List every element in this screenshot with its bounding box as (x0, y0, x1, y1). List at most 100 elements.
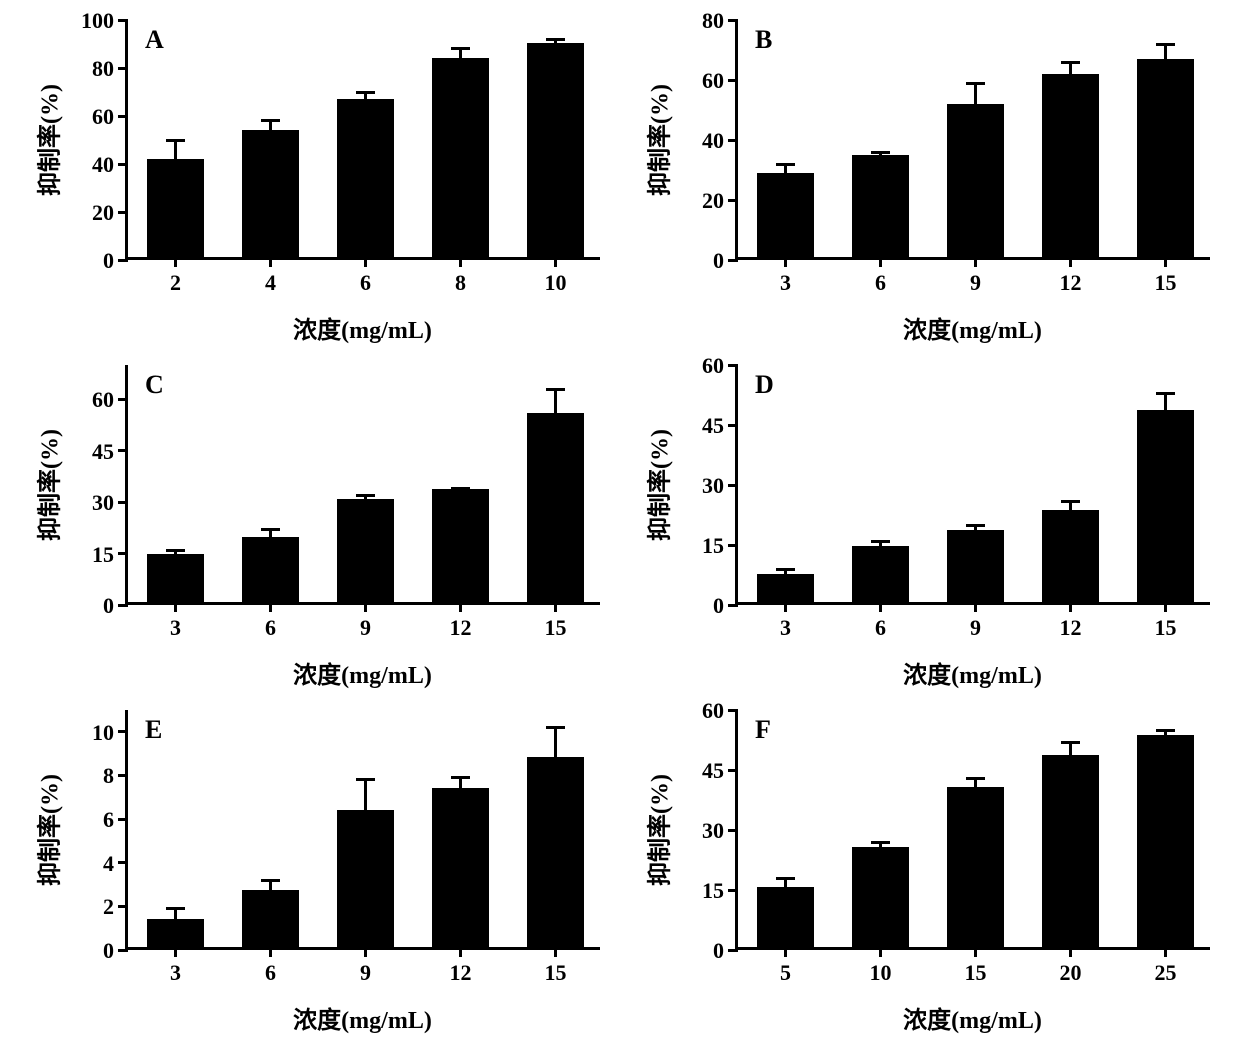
plot-area: 0153045603691215 (735, 365, 1210, 605)
bar (947, 787, 1004, 947)
x-tick-label: 9 (360, 615, 371, 641)
y-tick (118, 449, 128, 452)
bar (527, 757, 584, 947)
error-bar-stem (459, 49, 462, 61)
x-axis-label: 浓度(mg/mL) (903, 655, 1042, 690)
y-axis-label: 抑制率(%) (30, 774, 65, 886)
y-tick (728, 259, 738, 262)
y-tick (118, 905, 128, 908)
bar (147, 919, 204, 947)
x-tick (974, 947, 977, 957)
error-bar-cap (1156, 43, 1176, 46)
error-bar-stem (974, 778, 977, 790)
x-tick (554, 947, 557, 957)
x-tick (554, 602, 557, 612)
x-tick (784, 257, 787, 267)
error-bar-cap (261, 879, 281, 882)
error-bar-stem (174, 909, 177, 922)
bar (147, 159, 204, 257)
y-tick (118, 398, 128, 401)
x-tick (879, 947, 882, 957)
error-bar-cap (1156, 392, 1176, 395)
bar (527, 413, 584, 602)
x-tick-label: 15 (965, 960, 987, 986)
y-tick (118, 67, 128, 70)
x-axis-label: 浓度(mg/mL) (293, 1000, 432, 1035)
error-bar-cap (451, 776, 471, 779)
x-tick-label: 9 (970, 615, 981, 641)
x-tick (784, 602, 787, 612)
x-tick (1069, 257, 1072, 267)
error-bar-cap (776, 163, 796, 166)
error-bar-cap (451, 47, 471, 50)
y-tick (118, 163, 128, 166)
y-tick (728, 424, 738, 427)
x-tick (1069, 602, 1072, 612)
x-tick-label: 25 (1155, 960, 1177, 986)
error-bar-stem (1069, 62, 1072, 77)
error-bar-cap (166, 907, 186, 910)
bar (1042, 755, 1099, 947)
y-axis-label: 抑制率(%) (30, 84, 65, 196)
y-tick (118, 774, 128, 777)
error-bar-cap (871, 151, 891, 154)
x-tick (459, 257, 462, 267)
y-tick (728, 139, 738, 142)
x-tick-label: 6 (875, 615, 886, 641)
y-tick (118, 115, 128, 118)
x-tick (459, 947, 462, 957)
error-bar-stem (554, 389, 557, 416)
y-tick (728, 889, 738, 892)
x-tick-label: 6 (265, 615, 276, 641)
y-tick (728, 79, 738, 82)
error-bar-cap (261, 119, 281, 122)
x-tick (1164, 947, 1167, 957)
y-tick (728, 364, 738, 367)
error-bar-stem (364, 780, 367, 813)
error-bar-stem (269, 880, 272, 893)
bar (947, 530, 1004, 602)
x-tick (174, 602, 177, 612)
y-tick (118, 259, 128, 262)
y-tick (118, 501, 128, 504)
y-tick (728, 544, 738, 547)
bar (1042, 74, 1099, 257)
error-bar-stem (1164, 44, 1167, 62)
x-tick (459, 602, 462, 612)
x-tick (554, 257, 557, 267)
x-tick-label: 4 (265, 270, 276, 296)
x-tick (174, 947, 177, 957)
y-tick (728, 769, 738, 772)
x-tick (364, 602, 367, 612)
error-bar-stem (269, 121, 272, 133)
plot-area: 015304560510152025 (735, 710, 1210, 950)
panel-E: 02468103691215E抑制率(%)浓度(mg/mL) (20, 695, 610, 1030)
x-tick-label: 3 (780, 270, 791, 296)
x-tick (974, 257, 977, 267)
bar (757, 173, 814, 257)
x-axis-label: 浓度(mg/mL) (903, 310, 1042, 345)
bar (242, 130, 299, 257)
bar (757, 887, 814, 947)
bar (337, 810, 394, 947)
x-tick-label: 12 (1060, 270, 1082, 296)
error-bar-cap (776, 568, 796, 571)
x-tick (1069, 947, 1072, 957)
error-bar-cap (261, 528, 281, 531)
x-tick-label: 8 (455, 270, 466, 296)
error-bar-cap (966, 777, 986, 780)
y-axis-label: 抑制率(%) (640, 84, 675, 196)
bar (242, 890, 299, 947)
bar (947, 104, 1004, 257)
error-bar-stem (974, 83, 977, 107)
error-bar-cap (356, 778, 376, 781)
bar (432, 58, 489, 257)
y-axis-label: 抑制率(%) (30, 429, 65, 541)
bar (852, 847, 909, 947)
error-bar-stem (174, 140, 177, 162)
error-bar-cap (1061, 741, 1081, 744)
plot-area: 0153045603691215 (125, 365, 600, 605)
panel-letter: A (145, 25, 164, 55)
y-tick (118, 604, 128, 607)
x-tick (879, 257, 882, 267)
